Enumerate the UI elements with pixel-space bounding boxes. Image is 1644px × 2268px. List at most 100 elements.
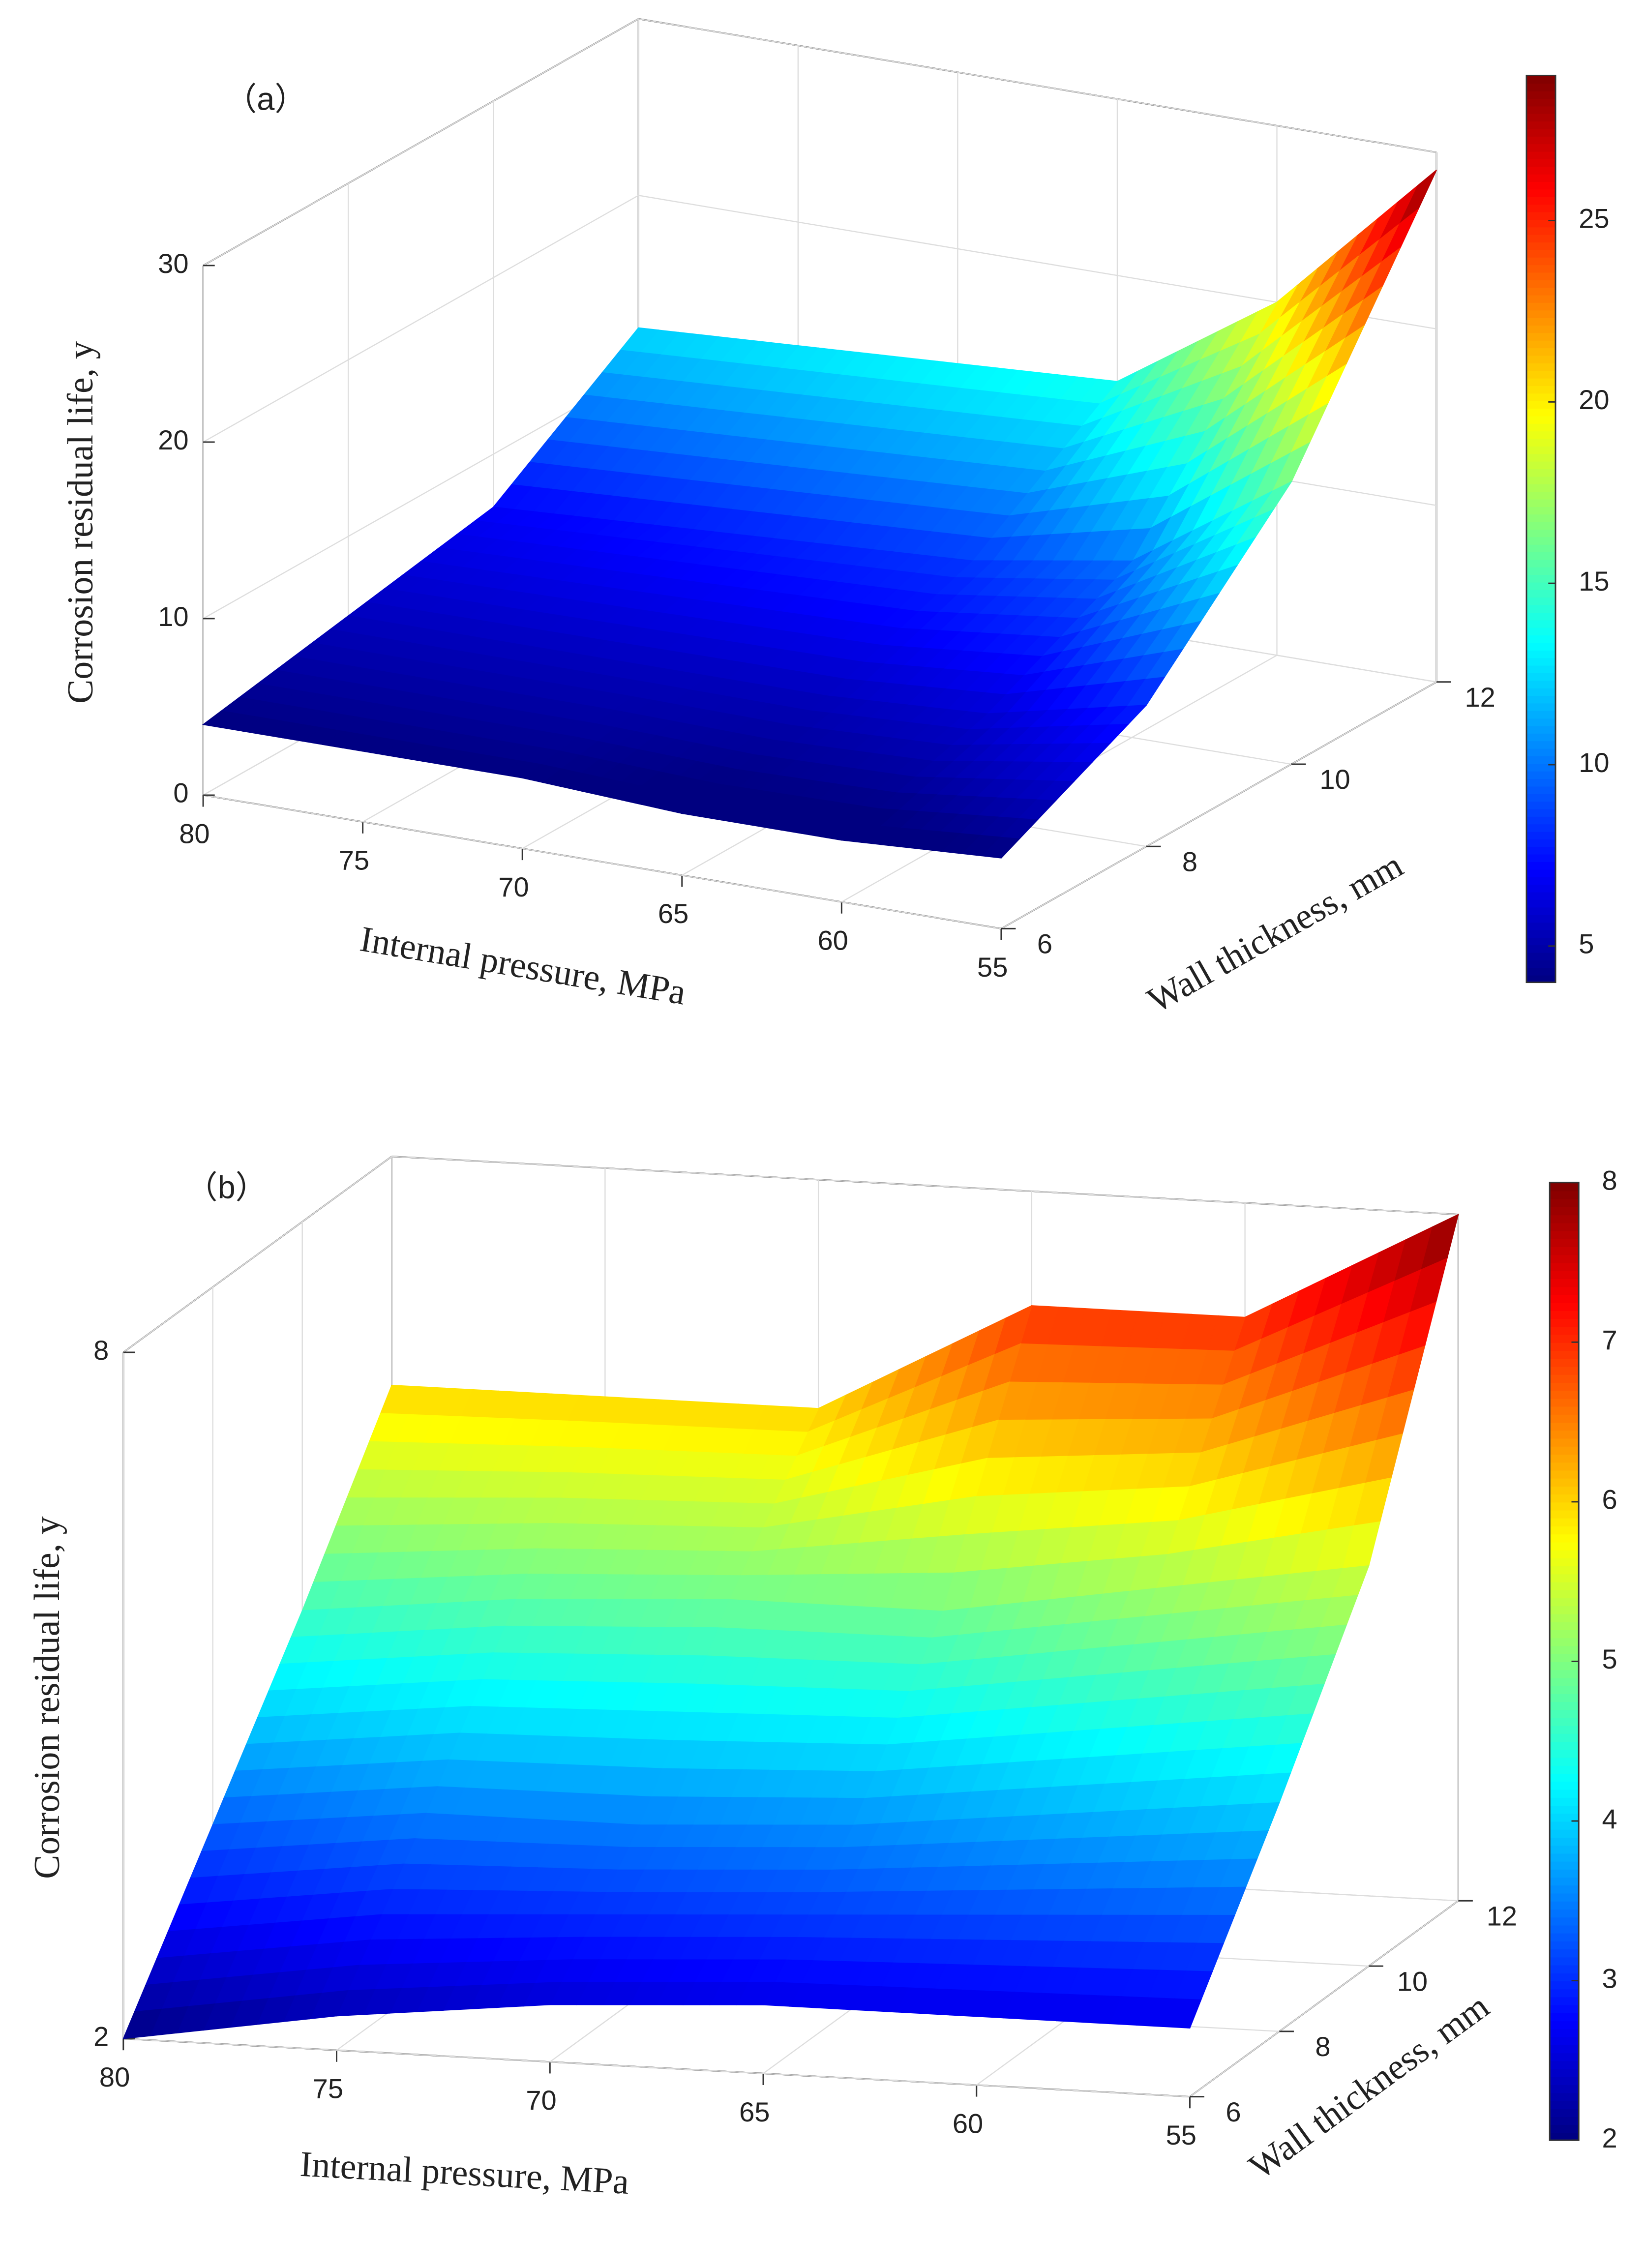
colorbar-band <box>1526 340 1556 349</box>
colorbar-band <box>1550 1685 1579 1694</box>
colorbar-band <box>1550 1629 1579 1639</box>
colorbar-band <box>1550 1757 1579 1766</box>
colorbar-band <box>1550 1861 1579 1870</box>
colorbar-band <box>1526 793 1556 802</box>
y-tick-label: 8 <box>1315 2031 1330 2062</box>
colorbar-band <box>1526 151 1556 159</box>
colorbar-band <box>1550 2100 1579 2109</box>
z-tick-label: 10 <box>158 601 188 632</box>
colorbar-band <box>1526 876 1556 885</box>
colorbar-band <box>1526 75 1556 84</box>
colorbar-band <box>1526 385 1556 394</box>
colorbar-band <box>1550 1797 1579 1806</box>
colorbar-band <box>1550 1805 1579 1814</box>
colorbar-band <box>1526 838 1556 847</box>
colorbar-band <box>1526 188 1556 197</box>
colorbar-band <box>1526 317 1556 326</box>
colorbar-band <box>1526 211 1556 220</box>
colorbar-band <box>1526 446 1556 454</box>
y-axis-title: Wall thickness, mm <box>1241 1986 1496 2187</box>
colorbar-band <box>1550 1262 1579 1271</box>
colorbar-band <box>1550 2084 1579 2093</box>
colorbar-band <box>1550 1238 1579 1248</box>
colorbar-band <box>1550 1326 1579 1335</box>
colorbar-band <box>1550 1940 1579 1950</box>
colorbar-band <box>1526 325 1556 333</box>
colorbar-band <box>1550 1733 1579 1742</box>
colorbar-tick-label: 7 <box>1602 1324 1617 1355</box>
x-tick-label: 65 <box>658 898 688 929</box>
colorbar-band <box>1550 1469 1579 1479</box>
colorbar-band <box>1550 1837 1579 1846</box>
colorbar-band <box>1550 1573 1579 1582</box>
colorbar-band <box>1550 1637 1579 1646</box>
colorbar-band <box>1550 1597 1579 1607</box>
panel-label: （b） <box>186 1169 268 1205</box>
colorbar-band <box>1526 302 1556 311</box>
colorbar-band <box>1526 355 1556 363</box>
colorbar-band <box>1550 1246 1579 1255</box>
colorbar-band <box>1526 695 1556 704</box>
grid-line <box>123 2038 1190 2097</box>
colorbar-band <box>1526 929 1556 938</box>
colorbar-band <box>1526 619 1556 628</box>
colorbar-band <box>1526 801 1556 809</box>
colorbar-band <box>1526 854 1556 863</box>
colorbar-band <box>1526 952 1556 960</box>
colorbar-band <box>1526 120 1556 129</box>
x-tick-label: 80 <box>179 818 209 849</box>
colorbar-band <box>1550 1310 1579 1319</box>
colorbar-band <box>1526 158 1556 167</box>
colorbar-band <box>1526 476 1556 484</box>
colorbar-band <box>1550 1510 1579 1519</box>
colorbar-band <box>1526 491 1556 500</box>
colorbar-band <box>1550 1948 1579 1958</box>
colorbar-band <box>1550 1709 1579 1718</box>
colorbar-band <box>1526 113 1556 122</box>
colorbar-band <box>1526 423 1556 432</box>
colorbar-tick-label: 5 <box>1602 1643 1617 1674</box>
grid-line <box>1001 681 1437 929</box>
colorbar-band <box>1550 2092 1579 2101</box>
colorbar-band <box>1550 1924 1579 1934</box>
colorbar-band <box>1526 861 1556 870</box>
colorbar-tick-label: 20 <box>1579 384 1609 415</box>
colorbar-band <box>1550 1972 1579 1982</box>
panel-label: （a） <box>225 81 306 117</box>
x-tick-label: 55 <box>1166 2119 1196 2150</box>
colorbar-band <box>1550 1988 1579 1998</box>
x-tick-label: 60 <box>817 925 848 956</box>
colorbar-band <box>1550 1230 1579 1239</box>
colorbar-band <box>1550 1557 1579 1567</box>
colorbar-band <box>1526 717 1556 726</box>
colorbar-band <box>1526 778 1556 787</box>
colorbar-band <box>1550 1909 1579 1918</box>
colorbar-band <box>1526 785 1556 794</box>
colorbar-band <box>1526 105 1556 114</box>
colorbar-band <box>1526 604 1556 613</box>
colorbar-band <box>1526 264 1556 273</box>
colorbar-tick-label: 8 <box>1602 1165 1617 1196</box>
x-tick-label: 65 <box>739 2096 770 2127</box>
z-tick-label: 8 <box>93 1335 109 1366</box>
x-axis-title: Internal pressure, MPa <box>358 918 689 1012</box>
colorbar-band <box>1526 740 1556 749</box>
colorbar-band <box>1526 567 1556 575</box>
colorbar-band <box>1550 1773 1579 1782</box>
colorbar-band <box>1550 1869 1579 1878</box>
colorbar-band <box>1550 1342 1579 1351</box>
colorbar-band <box>1550 1222 1579 1231</box>
colorbar-band <box>1550 1254 1579 1263</box>
colorbar-band <box>1550 1414 1579 1423</box>
colorbar-band <box>1526 249 1556 258</box>
colorbar-band <box>1550 1916 1579 1926</box>
x-tick-label: 55 <box>977 952 1008 983</box>
colorbar-band <box>1526 657 1556 666</box>
colorbar-band <box>1550 1789 1579 1798</box>
colorbar-band <box>1550 1550 1579 1558</box>
grid-line <box>203 18 639 266</box>
colorbar-band <box>1526 574 1556 583</box>
colorbar-band <box>1526 771 1556 779</box>
colorbar-band <box>1550 1318 1579 1327</box>
y-axis-title: Wall thickness, mm <box>1140 844 1409 1020</box>
